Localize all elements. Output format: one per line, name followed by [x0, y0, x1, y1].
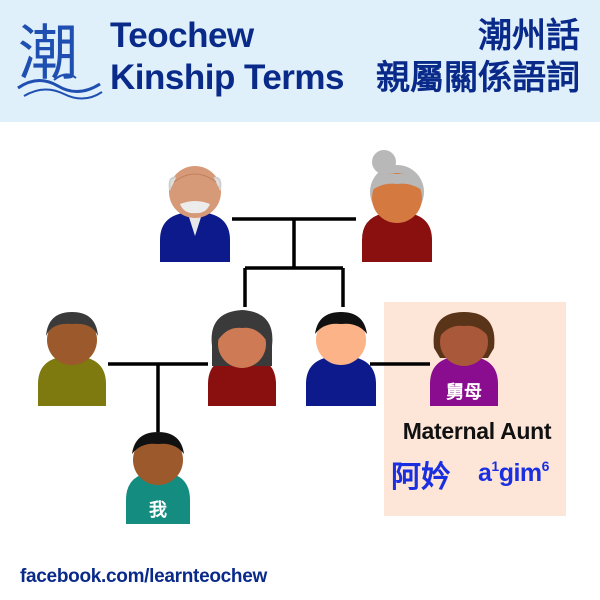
term-romanization: a1gim6	[478, 458, 549, 488]
maternal-uncle-icon	[306, 312, 376, 406]
father-icon	[38, 312, 106, 406]
title-english-line1: Teochew	[110, 16, 254, 55]
term-english: Maternal Aunt	[402, 418, 552, 444]
roman-syllable-1: a	[478, 459, 492, 487]
header-banner: 潮 Teochew Kinship Terms 潮州話 親屬關係語詞	[0, 0, 600, 122]
title-english-line2: Kinship Terms	[110, 58, 345, 97]
tree-connectors	[108, 217, 430, 432]
roman-tone-1: 1	[491, 458, 499, 474]
roman-syllable-2: gim	[498, 459, 542, 487]
maternal-aunt-badge: 舅母	[446, 382, 482, 403]
grandmother-icon	[362, 150, 432, 262]
self-badge: 我	[149, 500, 167, 521]
wave-logo-icon: 潮	[17, 19, 103, 100]
roman-tone-2: 6	[541, 458, 550, 474]
grandfather-icon	[160, 166, 230, 262]
logo-char: 潮	[18, 19, 78, 89]
self-icon	[126, 432, 190, 524]
mother-icon	[208, 310, 276, 406]
term-chinese: 阿妗	[391, 460, 451, 495]
footer-link[interactable]: facebook.com/learnteochew	[20, 566, 267, 587]
title-chinese-line2: 親屬關係語詞	[376, 58, 580, 98]
maternal-aunt-icon	[430, 312, 498, 406]
title-chinese-line1: 潮州話	[478, 16, 580, 56]
